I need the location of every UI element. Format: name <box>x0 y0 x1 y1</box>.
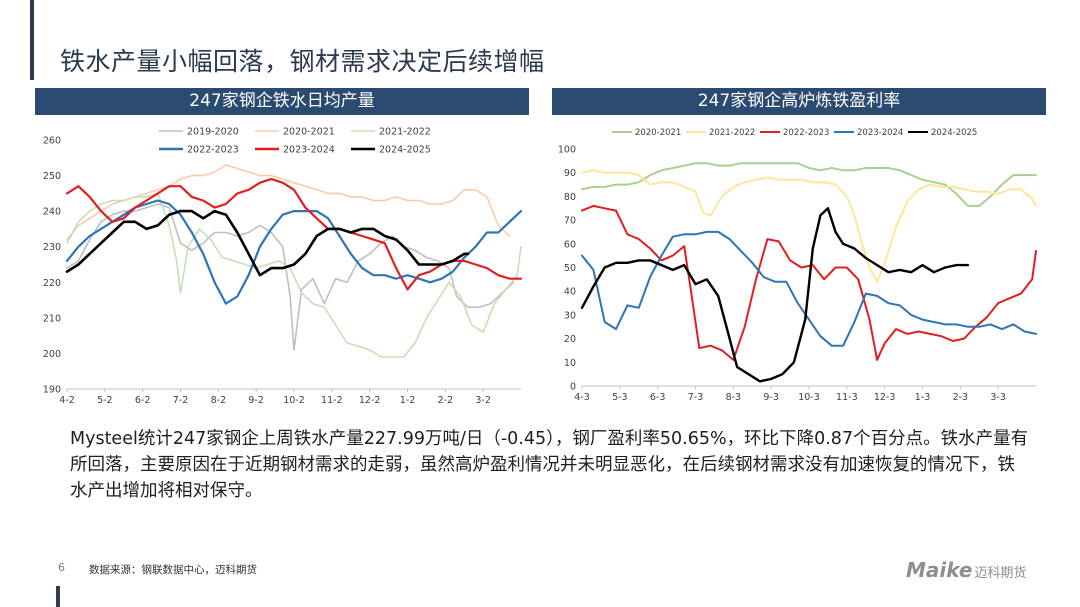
legend-label: 2020-2021 <box>635 128 681 138</box>
series-line-2024-2025 <box>65 209 470 277</box>
y-tick-label: 20 <box>564 334 576 345</box>
summary-text: Mysteel统计247家钢企上周铁水产量227.99万吨/日（-0.45），钢… <box>70 429 1029 501</box>
x-tick-label: 9-3 <box>763 392 779 403</box>
x-tick-label: 4-2 <box>59 395 75 406</box>
x-tick-label: 3-3 <box>990 392 1006 403</box>
legend-label: 2022-2023 <box>783 128 829 138</box>
series-line-2022-2023 <box>65 199 523 305</box>
x-tick-label: 8-3 <box>726 392 742 403</box>
series-line-2021-2022 <box>66 192 522 358</box>
x-tick-label: 10-2 <box>283 395 305 406</box>
chart-title: 247家钢企高炉炼铁盈利率 <box>552 88 1046 115</box>
accent-bar-bottom <box>56 586 60 607</box>
x-tick-label: 12-3 <box>874 392 896 403</box>
x-tick-label: 9-2 <box>248 395 264 406</box>
page-number: 6 <box>58 561 65 574</box>
chart-hot-metal-output: 190 200 210 220 230 240 250 260 4-2 5-2 6-2 7-2 8-2 9… <box>43 127 523 406</box>
chart-blast-furnace-profit: 0 10 20 30 40 50 60 70 80 90 100 4-3 5-3 6-3 7-3 8-3 9-3… <box>558 128 1037 403</box>
x-tick-label: 6-2 <box>135 395 151 406</box>
y-tick-label: 260 <box>43 136 61 147</box>
series-line-2021-2022 <box>581 169 1037 283</box>
y-tick-label: 220 <box>43 278 61 289</box>
y-tick-label: 30 <box>564 310 576 321</box>
legend-label: 2020-2021 <box>283 127 335 138</box>
x-tick-label: 10-3 <box>798 392 820 403</box>
x-tick-label: 5-2 <box>97 395 113 406</box>
y-tick-label: 90 <box>564 168 576 179</box>
legend-label: 2024-2025 <box>931 128 977 138</box>
y-tick-label: 50 <box>564 263 576 274</box>
x-tick-label: 1-3 <box>915 392 931 403</box>
x-tick-label: 7-2 <box>173 395 189 406</box>
chart-panel-output: 247家钢企铁水日均产量 190 200 210 220 230 240 250 260 4-2… <box>35 88 529 408</box>
x-tick-label: 5-3 <box>612 392 628 403</box>
chart-panel-profit: 247家钢企高炉炼铁盈利率 0 10 20 30 40 50 60 70 80 90 100 4-3 5… <box>552 88 1046 408</box>
x-tick-label: 2-3 <box>953 392 969 403</box>
series-line-2024-2025 <box>580 207 970 383</box>
x-tick-label: 4-3 <box>574 392 590 403</box>
company-logo: Maike 迈科期货 <box>906 558 1026 582</box>
y-tick-label: 200 <box>43 349 61 360</box>
legend-label: 2023-2024 <box>283 145 335 156</box>
x-tick-label: 3-2 <box>475 395 491 406</box>
legend-label: 2023-2024 <box>857 128 903 138</box>
data-source: 数据来源：钢联数据中心，迈科期货 <box>89 564 257 576</box>
x-tick-label: 2-2 <box>438 395 454 406</box>
y-tick-label: 10 <box>564 358 576 369</box>
legend-label: 2021-2022 <box>709 128 755 138</box>
series-line-2020-2021 <box>66 164 511 241</box>
legend-label: 2022-2023 <box>187 145 239 156</box>
y-tick-label: 70 <box>564 216 576 227</box>
y-tick-label: 250 <box>43 171 61 182</box>
x-tick-label: 6-3 <box>650 392 666 403</box>
page-title: 铁水产量小幅回落，钢材需求决定后续增幅 <box>60 47 545 76</box>
y-tick-label: 190 <box>43 385 61 396</box>
y-tick-label: 240 <box>43 207 61 218</box>
legend-label: 2019-2020 <box>187 127 239 138</box>
series-line-2019-2020 <box>66 203 515 351</box>
y-tick-label: 40 <box>564 287 576 298</box>
y-tick-label: 80 <box>564 192 576 203</box>
x-tick-label: 12-2 <box>359 395 381 406</box>
accent-bar <box>30 0 34 80</box>
logo-cn: 迈科期货 <box>974 566 1027 581</box>
x-tick-label: 8-2 <box>211 395 227 406</box>
y-tick-label: 230 <box>43 242 61 253</box>
series-line-2022-2023 <box>581 204 1037 361</box>
logo-brand: Maike <box>906 558 973 582</box>
x-tick-label: 11-2 <box>321 395 343 406</box>
x-tick-label: 11-3 <box>836 392 858 403</box>
y-tick-label: 60 <box>564 239 576 250</box>
legend-label: 2021-2022 <box>379 127 431 138</box>
y-tick-label: 0 <box>570 382 576 393</box>
x-tick-label: 7-3 <box>688 392 704 403</box>
y-tick-label: 100 <box>558 145 576 156</box>
legend-label: 2024-2025 <box>379 145 431 156</box>
chart-title: 247家钢企铁水日均产量 <box>35 88 529 115</box>
x-tick-label: 1-2 <box>400 395 416 406</box>
series-line-2020-2021 <box>581 162 1037 207</box>
y-tick-label: 210 <box>43 313 61 324</box>
